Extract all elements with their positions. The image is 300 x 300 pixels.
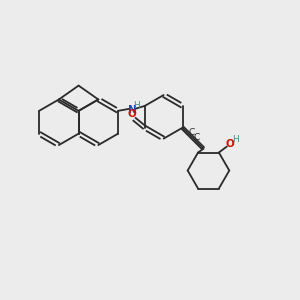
- Text: H: H: [133, 101, 140, 110]
- Text: H: H: [232, 135, 239, 144]
- Text: O: O: [225, 139, 234, 148]
- Text: O: O: [128, 109, 136, 119]
- Text: N: N: [128, 105, 136, 115]
- Text: C: C: [188, 128, 195, 137]
- Text: C: C: [194, 133, 200, 142]
